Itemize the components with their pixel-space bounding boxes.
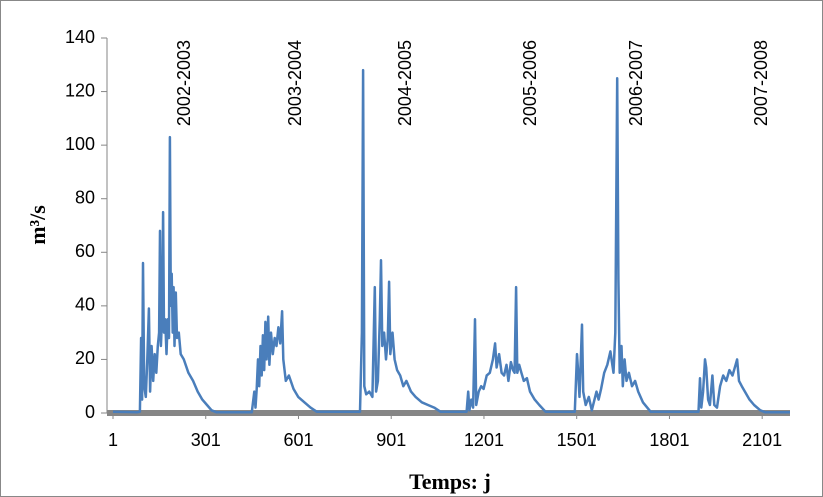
x-tick-label: 601	[283, 430, 313, 450]
x-tick-label: 2101	[742, 430, 782, 450]
x-tick-label: 1	[108, 430, 118, 450]
y-tick-label: 60	[75, 241, 95, 261]
y-tick-label: 100	[65, 134, 95, 154]
annotation: 2007-2008	[751, 40, 771, 126]
annotation: 2004-2005	[395, 40, 415, 126]
x-tick-label: 1501	[557, 430, 597, 450]
y-tick-label: 40	[75, 295, 95, 315]
data-line	[112, 68, 790, 414]
x-tick-label: 301	[191, 430, 221, 450]
y-tick-label: 20	[75, 348, 95, 368]
annotation: 2002-2003	[174, 40, 194, 126]
y-tick-label: 80	[75, 187, 95, 207]
x-axis-title: Temps: j	[409, 469, 491, 494]
annotation: 2006-2007	[626, 40, 646, 126]
y-tick-label: 120	[65, 80, 95, 100]
y-tick-label: 140	[65, 27, 95, 47]
x-tick-label: 1201	[464, 430, 504, 450]
y-tick-label: 0	[85, 402, 95, 422]
x-tick-label: 1801	[649, 430, 689, 450]
x-tick-label: 901	[376, 430, 406, 450]
annotation: 2005-2006	[520, 40, 540, 126]
annotation: 2003-2004	[285, 40, 305, 126]
y-axis-title: m³/s	[25, 205, 50, 245]
